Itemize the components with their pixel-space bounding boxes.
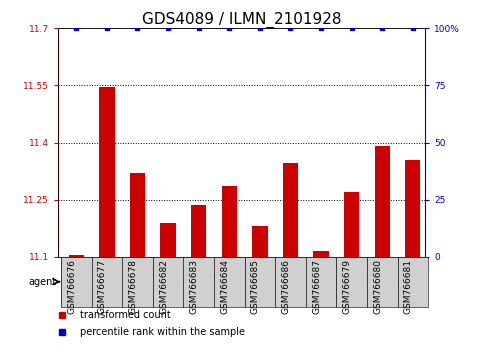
Bar	[344, 192, 359, 257]
Text: GSM766686: GSM766686	[282, 259, 290, 314]
Text: agent: agent	[28, 277, 57, 287]
Text: GSM766684: GSM766684	[220, 259, 229, 314]
Text: GSM766683: GSM766683	[190, 259, 199, 314]
Bar	[69, 255, 84, 257]
Bar	[92, 257, 122, 307]
Bar	[336, 257, 367, 307]
Bar	[252, 226, 268, 257]
Bar	[130, 173, 145, 257]
Text: Bortezomib
(Velcade): Bortezomib (Velcade)	[167, 271, 230, 292]
Text: percentile rank within the sample: percentile rank within the sample	[80, 326, 245, 337]
Bar	[336, 257, 428, 307]
Text: GSM766687: GSM766687	[312, 259, 321, 314]
Text: GSM766682: GSM766682	[159, 259, 168, 314]
Bar	[122, 257, 153, 307]
Bar	[160, 223, 176, 257]
Text: Bortezomib (Velcade) +
Estrogen: Bortezomib (Velcade) + Estrogen	[237, 272, 344, 291]
Bar	[191, 205, 206, 257]
Bar	[398, 257, 428, 307]
Text: GSM766685: GSM766685	[251, 259, 260, 314]
Text: transformed count: transformed count	[80, 310, 170, 320]
Bar	[244, 257, 275, 307]
Bar	[306, 257, 336, 307]
Bar	[313, 251, 329, 257]
Bar	[222, 186, 237, 257]
Text: GSM766680: GSM766680	[373, 259, 382, 314]
Text: control: control	[87, 277, 126, 287]
Bar	[367, 257, 398, 307]
Bar	[214, 257, 244, 307]
Bar	[283, 164, 298, 257]
Text: Estrogen: Estrogen	[357, 277, 407, 287]
Text: GSM766679: GSM766679	[342, 259, 352, 314]
Bar	[405, 160, 421, 257]
Text: GSM766677: GSM766677	[98, 259, 107, 314]
Bar	[153, 257, 184, 307]
Bar	[184, 257, 214, 307]
Bar	[244, 257, 336, 307]
Text: GSM766678: GSM766678	[128, 259, 138, 314]
Bar	[99, 87, 114, 257]
Text: GSM766676: GSM766676	[67, 259, 76, 314]
Title: GDS4089 / ILMN_2101928: GDS4089 / ILMN_2101928	[142, 12, 341, 28]
Bar	[61, 257, 153, 307]
Text: GSM766681: GSM766681	[404, 259, 413, 314]
Bar	[275, 257, 306, 307]
Bar	[375, 146, 390, 257]
Bar	[61, 257, 92, 307]
Bar	[153, 257, 244, 307]
